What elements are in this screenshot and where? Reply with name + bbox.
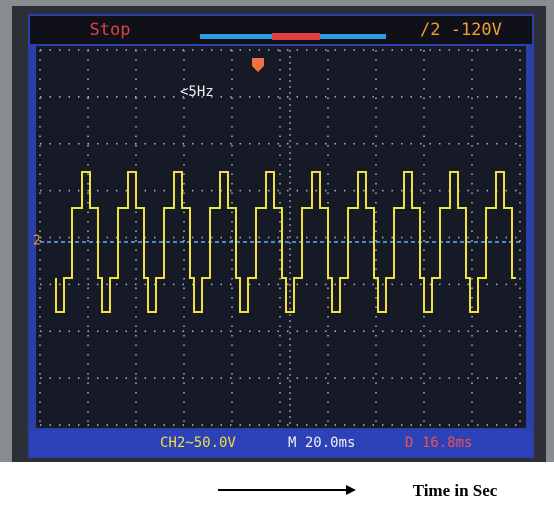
cursor-delta: D 16.8ms [405,435,472,451]
timebase: M 20.0ms [288,435,355,451]
channel-marker: 2 [33,234,41,249]
waveform [55,171,516,313]
time-arrowhead [346,485,356,495]
memory-window [272,33,320,40]
trigger-position-marker [252,58,264,72]
frequency-text: <5Hz [180,84,214,100]
channel-scale: CH2~50.0V [160,435,236,451]
bottom-bar [30,430,532,456]
status-text: Stop [90,20,131,40]
trigger-text: /2 -120V [420,20,502,40]
caption: Time in Sec [413,481,498,500]
